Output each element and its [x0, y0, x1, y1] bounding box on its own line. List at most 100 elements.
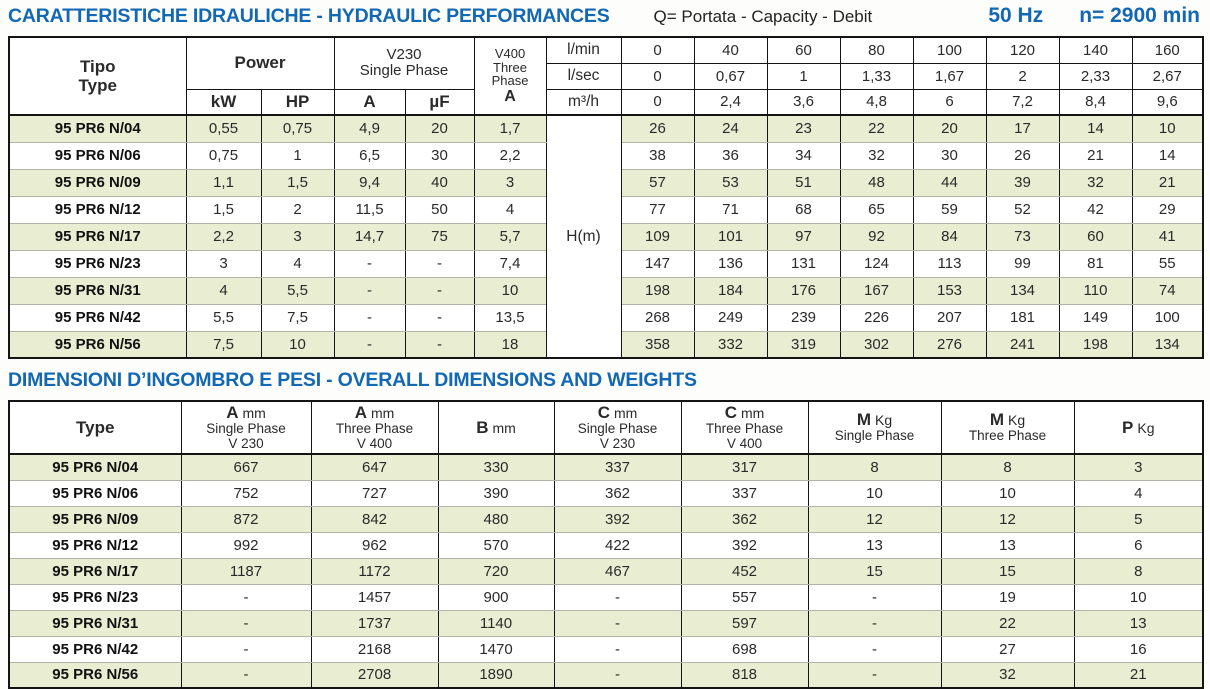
pump-type-cell: 95 PR6 N/17: [8, 557, 182, 585]
a230-value-cell: 4,9: [333, 114, 406, 143]
head-value-cell: 81: [1058, 249, 1133, 278]
p-value-cell: 21: [1073, 661, 1204, 689]
flow-value-lsec: 1: [766, 62, 841, 90]
a_sp-value-cell: -: [180, 609, 312, 637]
uf-value-cell: 75: [404, 222, 475, 251]
phase-label: Phase: [491, 73, 529, 89]
head-value-cell: 29: [1131, 195, 1204, 224]
a-symbol: A: [354, 403, 367, 422]
dimensions-table-row: 95 PR6 N/56-2708 1890-818-32 21: [8, 661, 1204, 689]
uf-column-header: µF: [404, 88, 475, 116]
pump-type-cell: 95 PR6 N/42: [8, 635, 182, 663]
a-symbol: A: [226, 403, 239, 422]
c_sp-value-cell: -: [553, 583, 682, 611]
head-value-cell: 14: [1058, 114, 1133, 143]
m_tp-value-cell: 22: [940, 609, 1075, 637]
mm-unit: mm: [613, 405, 638, 421]
hp-value-cell: 3: [260, 222, 335, 251]
type-header-en: Type: [78, 76, 117, 95]
flow-value-lsec: 0: [620, 62, 695, 90]
c_tp-value-cell: 362: [680, 505, 809, 533]
b-value-cell: 720: [437, 557, 555, 585]
flow-value-lsec: 1,33: [839, 62, 914, 90]
flow-value-lmin: 40: [693, 36, 768, 64]
kw-value-cell: 2,2: [185, 222, 262, 251]
unit-lsec-label: l/sec: [545, 62, 622, 90]
head-value-cell: 113: [912, 249, 987, 278]
b-value-cell: 390: [437, 479, 555, 507]
b-value-cell: 480: [437, 505, 555, 533]
m-single-phase-column-header: M Kg Single Phase: [807, 400, 942, 455]
head-value-cell: 241: [985, 330, 1060, 359]
v230-label: V 230: [599, 435, 636, 451]
head-value-cell: 276: [912, 330, 987, 359]
v400-amp-label: A: [504, 87, 516, 105]
hydraulic-title: CARATTERISTICHE IDRAULICHE - HYDRAULIC P…: [8, 5, 610, 27]
a_sp-value-cell: 752: [180, 479, 312, 507]
a400-value-cell: 13,5: [473, 303, 547, 332]
hp-value-cell: 0,75: [260, 114, 335, 143]
b-value-cell: 900: [437, 583, 555, 611]
a_tp-value-cell: 1737: [310, 609, 439, 637]
flow-value-m3h: 4,8: [839, 88, 914, 116]
flow-value-lmin: 120: [985, 36, 1060, 64]
pump-type-cell: 95 PR6 N/09: [8, 168, 187, 197]
a230-value-cell: -: [333, 276, 406, 305]
m_sp-value-cell: 12: [807, 505, 942, 533]
head-value-cell: 30: [912, 141, 987, 170]
v400-column-header: V400 Three Phase A: [473, 36, 547, 116]
head-value-cell: 14: [1131, 141, 1204, 170]
a_tp-value-cell: 842: [310, 505, 439, 533]
kw-value-cell: 0,55: [185, 114, 262, 143]
m_tp-value-cell: 8: [940, 453, 1075, 481]
p-value-cell: 3: [1073, 453, 1204, 481]
m_sp-value-cell: -: [807, 661, 942, 689]
dim-type-column-header: Type: [8, 400, 182, 455]
head-value-cell: 20: [912, 114, 987, 143]
a230-value-cell: -: [333, 249, 406, 278]
hydraulic-table-row: 95 PR6 N/09 1,1 1,5 9,4 40 3 57 53 51 48 44 39 32 21: [8, 168, 1204, 197]
head-value-cell: 52: [985, 195, 1060, 224]
head-value-cell: 73: [985, 222, 1060, 251]
p-value-cell: 6: [1073, 531, 1204, 559]
a400-value-cell: 3: [473, 168, 547, 197]
b-value-cell: 1140: [437, 609, 555, 637]
single-phase-label: Single Phase: [206, 421, 286, 436]
head-value-cell: 184: [693, 276, 768, 305]
a_tp-value-cell: 1457: [310, 583, 439, 611]
c_tp-value-cell: 317: [680, 453, 809, 481]
a_tp-value-cell: 2168: [310, 635, 439, 663]
c_sp-value-cell: 337: [553, 453, 682, 481]
p-value-cell: 16: [1073, 635, 1204, 663]
uf-value-cell: 50: [404, 195, 475, 224]
hydraulic-title-bar: CARATTERISTICHE IDRAULICHE - HYDRAULIC P…: [8, 4, 1202, 33]
flow-value-m3h: 8,4: [1058, 88, 1133, 116]
head-value-cell: 100: [1131, 303, 1204, 332]
m_sp-value-cell: -: [807, 583, 942, 611]
kw-value-cell: 4: [185, 276, 262, 305]
v400-label: V400: [494, 46, 526, 62]
mm-unit: mm: [370, 405, 395, 421]
head-value-cell: 71: [693, 195, 768, 224]
head-value-cell: 92: [839, 222, 914, 251]
flow-value-lsec: 2,33: [1058, 62, 1133, 90]
v230-label: V230: [386, 46, 422, 64]
hydraulic-table-row: 95 PR6 N/12 1,5 2 11,5 50 4 77 71 68 65 59 52 42 29: [8, 195, 1204, 224]
m-symbol: M: [856, 410, 872, 430]
head-unit-cell: H(m): [545, 114, 622, 359]
hp-value-cell: 7,5: [260, 303, 335, 332]
m_tp-value-cell: 15: [940, 557, 1075, 585]
speed-label: n= 2900 min: [1079, 4, 1200, 27]
flow-value-lmin: 140: [1058, 36, 1133, 64]
head-value-cell: 134: [985, 276, 1060, 305]
head-value-cell: 32: [1058, 168, 1133, 197]
head-value-cell: 99: [985, 249, 1060, 278]
head-value-cell: 21: [1131, 168, 1204, 197]
hydraulic-table-row: 95 PR6 N/31 4 5,5- -10 198 184 176 167 153 134 110…: [8, 276, 1204, 305]
a230-value-cell: -: [333, 303, 406, 332]
c_sp-value-cell: -: [553, 609, 682, 637]
pump-type-cell: 95 PR6 N/04: [8, 453, 182, 481]
b-value-cell: 1890: [437, 661, 555, 689]
